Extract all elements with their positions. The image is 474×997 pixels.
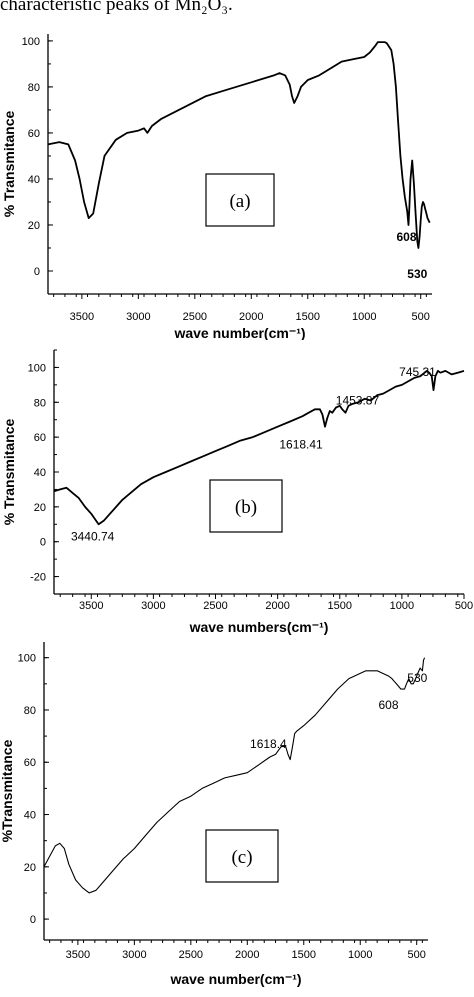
y-tick-label: 20 (34, 502, 46, 514)
x-tick-label: 1000 (390, 600, 414, 612)
y-tick-label: -20 (30, 572, 46, 584)
ir-spectrum-chart-c: 0 20 40 60 80 100 3500 3000 2500 2000 1500 1000 500 w… (0, 642, 428, 987)
y-tick-label: 20 (28, 220, 40, 232)
y-tick-label: 60 (24, 757, 36, 769)
peak-annotation: 1453.87 (336, 394, 380, 408)
spectrum-line (47, 41, 431, 249)
x-axis-label: wave number(cm⁻¹) (173, 325, 305, 340)
x-axis-label: wave numbers(cm⁻¹) (189, 619, 329, 635)
x-tick-label: 3500 (79, 600, 103, 612)
y-axis-label: % Transmitance (1, 110, 17, 217)
y-axis-label: % Transmitance (1, 418, 17, 525)
x-tick-label: 500 (455, 600, 473, 612)
y-tick-label: 80 (34, 397, 46, 409)
x-tick-label: 500 (412, 311, 430, 323)
x-tick-label: 2500 (179, 949, 203, 961)
x-tick-label: 3500 (70, 311, 94, 323)
x-tick-label: 2500 (183, 311, 207, 323)
y-axis-label: %Transmitance (0, 739, 15, 842)
y-tick-label: 40 (28, 174, 40, 186)
peak-annotation: 3440.74 (71, 529, 115, 543)
peak-annotation: 530 (407, 671, 427, 685)
peak-annotation: 608 (378, 698, 398, 712)
x-tick-label: 500 (408, 949, 426, 961)
panel-label: (b) (235, 497, 257, 518)
y-tick-label: 40 (34, 467, 46, 479)
ir-spectrum-chart-a: 0 20 40 60 80 100 3500 3000 2500 2000 1500 1000 500 w… (1, 34, 432, 340)
peak-annotation: 608 (396, 230, 416, 244)
x-tick-label: 2000 (235, 949, 259, 961)
y-tick-label: 100 (18, 653, 36, 665)
spectrum-line (43, 657, 426, 894)
x-axis-label: wave number(cm⁻¹) (169, 971, 301, 987)
x-tick-label: 3500 (66, 949, 90, 961)
ir-spectrum-chart-b: -20 0 20 40 60 80 100 3500 3000 2500 2000 1500 1000 5… (1, 349, 473, 635)
x-tick-label: 1000 (352, 311, 376, 323)
y-tick-label: 60 (34, 432, 46, 444)
y-tick-label: 0 (30, 914, 36, 926)
y-tick-label: 0 (34, 266, 40, 278)
y-tick-label: 80 (24, 705, 36, 717)
x-tick-label: 1500 (292, 949, 316, 961)
peak-annotation: 1618.4 (250, 737, 287, 751)
spectrum-line (53, 370, 465, 526)
panel-label-box (205, 829, 279, 883)
y-tick-label: 100 (22, 36, 40, 48)
panel-label-box (205, 173, 275, 227)
y-tick-label: 100 (28, 362, 46, 374)
panel-label: (a) (229, 191, 250, 212)
x-tick-label: 3000 (141, 600, 165, 612)
x-tick-label: 1000 (348, 949, 372, 961)
figure-caption: characteristic peaks of Mn₂O₃. (0, 0, 233, 15)
peak-annotation: 530 (407, 267, 427, 281)
x-tick-label: 1500 (296, 311, 320, 323)
x-tick-label: 3000 (122, 949, 146, 961)
peak-annotation: 1618.41 (279, 437, 323, 451)
panel-label-box (209, 479, 283, 533)
panel-label: (c) (231, 847, 252, 868)
x-tick-label: 1500 (328, 600, 352, 612)
y-tick-label: 20 (24, 862, 36, 874)
y-tick-label: 60 (28, 128, 40, 140)
x-tick-label: 2500 (203, 600, 227, 612)
peak-annotation: 745.31 (399, 365, 436, 379)
x-tick-label: 2000 (239, 311, 263, 323)
y-tick-label: 40 (24, 810, 36, 822)
y-tick-label: 80 (28, 82, 40, 94)
x-tick-label: 3000 (126, 311, 150, 323)
y-tick-label: 0 (40, 537, 46, 549)
x-tick-label: 2000 (265, 600, 289, 612)
